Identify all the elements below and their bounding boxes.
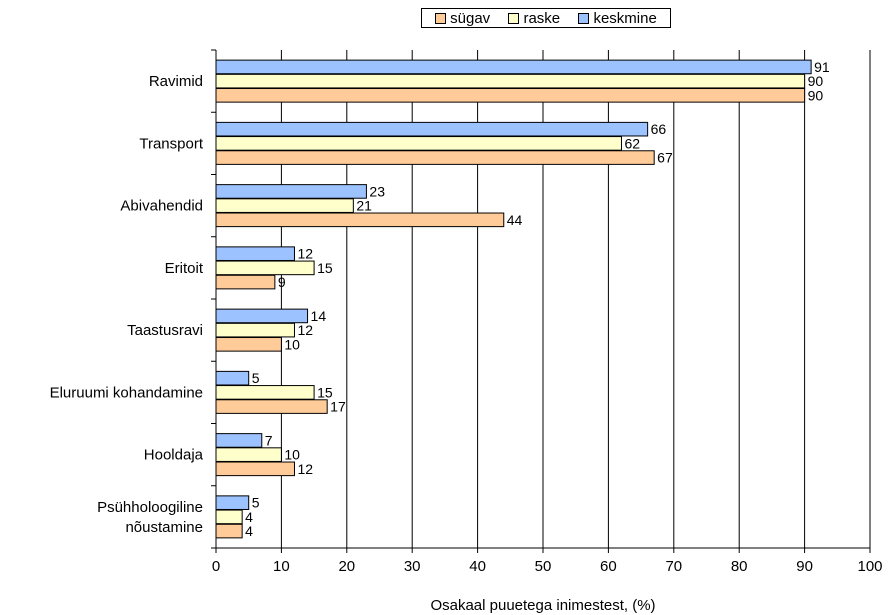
data-label: 7 [265,432,273,448]
x-tick-label: 70 [665,558,682,575]
data-label: 5 [252,495,260,511]
legend-item-keskmine: keskmine [578,9,657,27]
x-axis-title: Osakaal puuetega inimestest, (%) [430,597,655,614]
data-label: 90 [808,73,824,89]
x-tick-label: 100 [857,558,882,575]
data-label: 15 [317,384,333,400]
bar-raske [215,509,243,525]
data-label: 15 [317,260,333,276]
data-label: 9 [278,274,286,290]
bar-keskmine [215,246,295,261]
data-label: 23 [369,183,385,199]
bar-raske [215,136,622,151]
x-tick-labels: 0 10 20 30 40 50 60 70 80 90 100 [212,558,883,575]
data-label: 62 [624,135,640,151]
legend-label-raske: raske [523,9,561,27]
data-label: 14 [311,308,327,324]
bar-raske [215,385,315,400]
category-label: nõustamine [125,519,203,536]
legend-swatch-keskmine [578,12,590,24]
bar-sügav [215,461,295,477]
category-label: Taastusravi [127,322,203,339]
data-label: 5 [252,370,260,386]
x-tick-label: 40 [469,558,486,575]
bar-raske [215,322,295,338]
data-label: 10 [284,336,300,352]
legend-item-sugav: sügav [435,10,490,27]
legend: sügav raske keskmine [421,8,671,28]
data-label: 66 [651,121,667,137]
bar-sügav [215,88,806,103]
data-label: 91 [814,59,830,75]
bar-keskmine [215,184,367,199]
category-label: Psühholoogiline [97,499,203,516]
bar-keskmine [215,308,309,324]
bar-sügav [215,523,243,539]
data-labels: 9190906662672321441215914121051517710125… [245,59,830,539]
x-tick-label: 20 [338,558,355,575]
bar-raske [215,447,282,462]
category-label: Hooldaja [144,447,204,464]
category-label: Abivahendid [120,198,203,215]
bar-sügav [215,274,276,290]
x-tick-label: 50 [535,558,552,575]
bar-raske [215,73,806,89]
data-label: 4 [245,509,253,525]
x-tick-label: 0 [212,558,220,575]
bar-raske [215,260,315,276]
legend-swatch-sugav [435,12,447,24]
legend-label-keskmine: keskmine [593,9,657,27]
bar-keskmine [215,121,649,137]
data-label: 17 [330,399,346,415]
category-label: Eritoit [165,260,204,277]
x-tick-label: 30 [404,558,421,575]
data-label: 67 [657,150,673,166]
data-label: 12 [297,246,313,262]
x-tick-label: 60 [600,558,617,575]
bar-keskmine [215,495,250,510]
category-label: Transport [139,135,203,152]
category-label: Eluruumi kohandamine [50,384,203,401]
bar-sügav [215,337,282,352]
bar-sügav [215,399,328,414]
x-tick-label: 10 [273,558,290,575]
data-label: 44 [507,212,523,228]
data-label: 12 [297,322,313,338]
category-labels: Ravimid Transport Abivahendid Eritoit Taastu… [50,73,204,536]
bar-sügav [215,150,655,165]
data-label: 10 [284,447,300,463]
bar-sügav [215,212,505,228]
x-tick-label: 80 [731,558,748,575]
axes [211,49,871,553]
bar-keskmine [215,370,250,386]
legend-label-sugav: sügav [450,9,491,27]
bars [215,59,812,539]
data-label: 90 [808,87,824,103]
bar-raske [215,198,354,213]
data-label: 4 [245,523,253,539]
bar-keskmine [215,59,812,75]
bar-keskmine [215,433,263,448]
x-tick-label: 90 [796,558,813,575]
legend-swatch-raske [508,12,520,24]
legend-item-raske: raske [508,10,560,27]
data-label: 21 [356,198,372,214]
category-label: Ravimid [149,73,203,90]
data-label: 12 [297,461,313,477]
